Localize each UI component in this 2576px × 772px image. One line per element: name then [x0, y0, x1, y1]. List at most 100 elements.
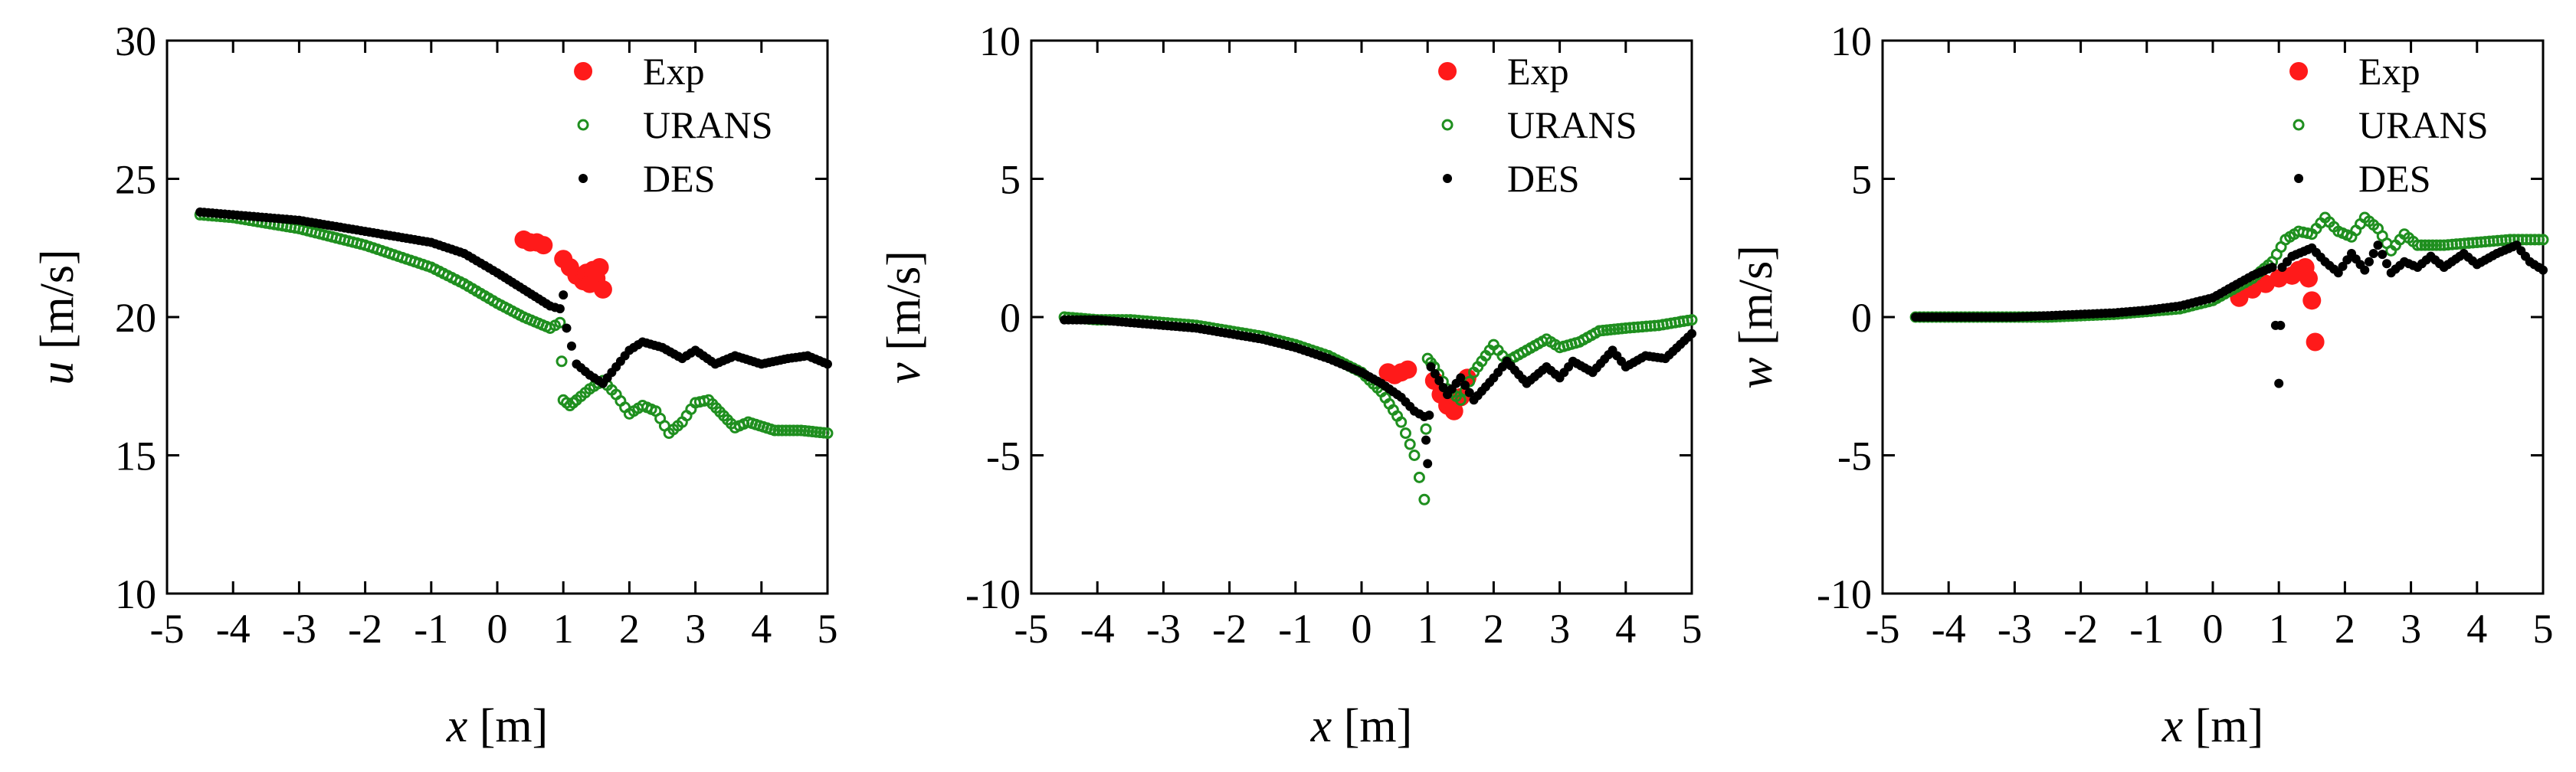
series-des — [1911, 240, 2548, 388]
ticks — [1030, 39, 1693, 595]
x-tick-label: -3 — [1146, 606, 1181, 652]
data-point — [1438, 383, 1448, 393]
data-point — [2276, 320, 2286, 330]
x-tick-label: 3 — [1549, 606, 1570, 652]
series-exp — [514, 230, 612, 299]
data-point — [821, 427, 834, 440]
y-tick-label: 20 — [115, 295, 156, 341]
data-point — [2373, 240, 2383, 250]
legend-marker-exp — [1438, 62, 1457, 80]
legend: Exp URANS DES — [574, 50, 773, 200]
x-tick-label: 0 — [487, 606, 508, 652]
y-tick-label: -10 — [965, 571, 1021, 617]
x-tick-label: 3 — [685, 606, 706, 652]
data-point — [559, 290, 569, 300]
ticks — [1881, 39, 2545, 595]
data-point — [2274, 378, 2284, 388]
legend: Exp URANS DES — [1438, 50, 1637, 200]
data-point — [784, 424, 796, 437]
x-axis-label: x [m] — [1310, 700, 1413, 752]
y-tick-label: 5 — [1851, 157, 1872, 203]
x-tick-label: -4 — [1932, 606, 1966, 652]
legend-marker-urans — [1441, 119, 1454, 131]
y-axis-unit: [m/s] — [1730, 245, 1782, 345]
x-tick-label: 4 — [1615, 606, 1636, 652]
y-tick-label: 10 — [979, 18, 1021, 64]
data-point — [2368, 248, 2378, 258]
x-axis-var: x — [1310, 700, 1332, 752]
data-point — [2267, 263, 2277, 273]
x-tick-label: -3 — [1998, 606, 2032, 652]
legend-label-des: DES — [2358, 157, 2430, 200]
x-tick-label: 4 — [751, 606, 772, 652]
legend-label-urans: URANS — [2358, 103, 2488, 146]
data-point — [2333, 268, 2343, 278]
data-point — [1444, 401, 1463, 420]
data-point — [1434, 376, 1444, 386]
y-tick-label: -10 — [1817, 571, 1872, 617]
legend-label-urans: URANS — [1507, 103, 1637, 146]
y-tick-label: 10 — [1830, 18, 1872, 64]
data-point — [554, 316, 566, 329]
x-tick-label: -2 — [348, 606, 382, 652]
y-tick-label: 5 — [1000, 157, 1021, 203]
y-tick-label: 0 — [1000, 295, 1021, 341]
series-urans — [1058, 311, 1698, 505]
series-urans — [1909, 211, 2549, 323]
y-tick-label: 0 — [1851, 295, 1872, 341]
x-tick-label: 5 — [818, 606, 838, 652]
legend-marker-des — [2294, 174, 2304, 183]
data-point — [2427, 239, 2439, 251]
x-tick-label: 3 — [2401, 606, 2421, 652]
data-point — [2537, 234, 2549, 246]
y-axis-label: w [m/s] — [1730, 245, 1782, 389]
x-axis-var: x — [2161, 700, 2184, 752]
x-tick-label: -1 — [414, 606, 448, 652]
x-axis-unit: [m] — [480, 700, 549, 752]
data-point — [1423, 459, 1433, 469]
x-tick-label: 5 — [2533, 606, 2554, 652]
data-point — [823, 359, 832, 369]
data-point — [1424, 411, 1434, 420]
legend-marker-exp — [2289, 62, 2309, 80]
y-axis-label: u [m/s] — [31, 249, 84, 384]
data-point — [593, 280, 612, 299]
data-point — [2538, 265, 2548, 275]
x-tick-label: -4 — [1080, 606, 1115, 652]
data-point — [776, 424, 788, 437]
data-point — [1408, 450, 1421, 461]
data-point — [555, 304, 565, 314]
data-point — [1421, 435, 1431, 445]
x-tick-label: -5 — [1014, 606, 1049, 652]
y-axis-var: w — [1730, 358, 1782, 389]
y-tick-label: 25 — [115, 157, 156, 203]
x-tick-label: -5 — [150, 606, 185, 652]
data-point — [534, 236, 553, 255]
panel-u: -5 -4 -3 -2 -1 0 1 2 3 4 5 10 15 20 25 30 Exp URANS DES x… — [31, 18, 838, 752]
legend-label-des: DES — [1507, 157, 1579, 200]
x-axis-unit: [m] — [2195, 700, 2264, 752]
data-point — [772, 424, 785, 437]
series-des — [195, 207, 832, 388]
data-point — [1395, 416, 1408, 428]
series-exp — [1378, 360, 1476, 420]
y-axis-var: u — [31, 361, 84, 385]
data-point — [2419, 239, 2431, 251]
series-des — [1060, 315, 1696, 469]
data-point — [1420, 423, 1432, 435]
data-point — [2365, 257, 2374, 267]
data-point — [2306, 332, 2325, 352]
x-tick-label: -3 — [282, 606, 316, 652]
data-point — [1418, 493, 1431, 505]
data-point — [1399, 427, 1411, 440]
ticks — [166, 39, 829, 595]
y-axis-unit: [m/s] — [31, 249, 84, 349]
data-point — [566, 341, 576, 351]
y-tick-label: -5 — [986, 433, 1021, 479]
data-point — [556, 355, 568, 368]
x-tick-label: 1 — [2269, 606, 2289, 652]
y-axis-unit: [m/s] — [878, 250, 930, 351]
data-point — [590, 258, 609, 277]
